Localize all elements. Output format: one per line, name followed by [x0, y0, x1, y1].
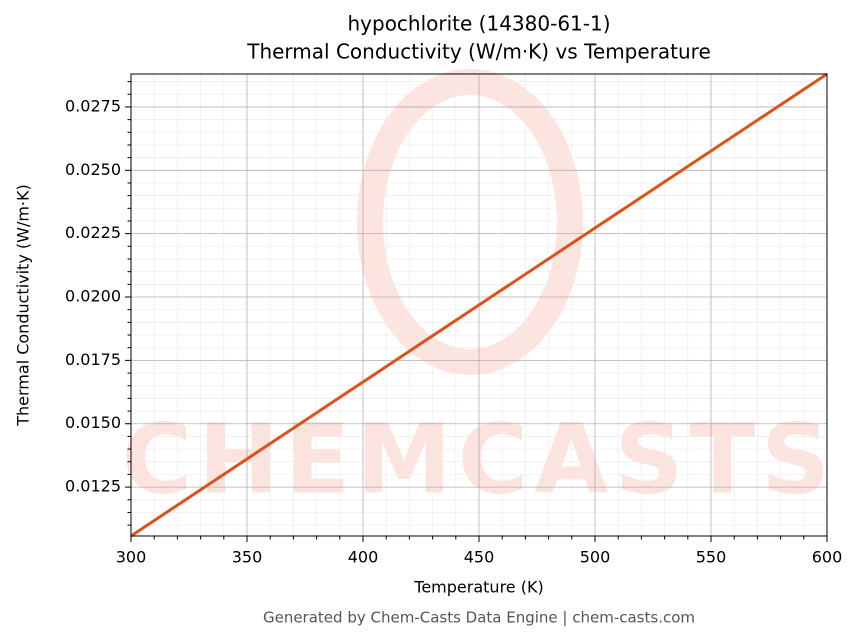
chart-subtitle: Thermal Conductivity (W/m·K) vs Temperat… [246, 40, 711, 64]
data-line [130, 72, 828, 538]
y-tick-label: 0.0200 [65, 287, 121, 306]
x-tick-label: 500 [580, 548, 611, 567]
y-tick-label: 0.0150 [65, 413, 121, 432]
y-tick-label: 0.0175 [65, 350, 121, 369]
y-axis-label: Thermal Conductivity (W/m·K) [14, 184, 33, 427]
y-tick-label: 0.0225 [65, 223, 121, 242]
x-axis-label: Temperature (K) [413, 578, 543, 597]
x-tick-label: 350 [232, 548, 263, 567]
x-tick-label: 550 [696, 548, 727, 567]
chart-title: hypochlorite (14380-61-1) [347, 12, 610, 36]
watermark-text: CHEMCASTS [122, 403, 836, 515]
watermark: CHEMCASTS [122, 69, 836, 515]
plot-frame [130, 73, 828, 537]
footer: Generated by Chem-Casts Data Engine | ch… [263, 609, 695, 627]
y-tick-label: 0.0250 [65, 160, 121, 179]
watermark-logo [357, 69, 583, 375]
x-tick-label: 300 [116, 548, 147, 567]
x-tick-label: 400 [348, 548, 379, 567]
y-tick-label: 0.0275 [65, 96, 121, 115]
y-tick-label: 0.0125 [65, 477, 121, 496]
x-tick-label: 600 [812, 548, 843, 567]
x-tick-label: 450 [464, 548, 495, 567]
